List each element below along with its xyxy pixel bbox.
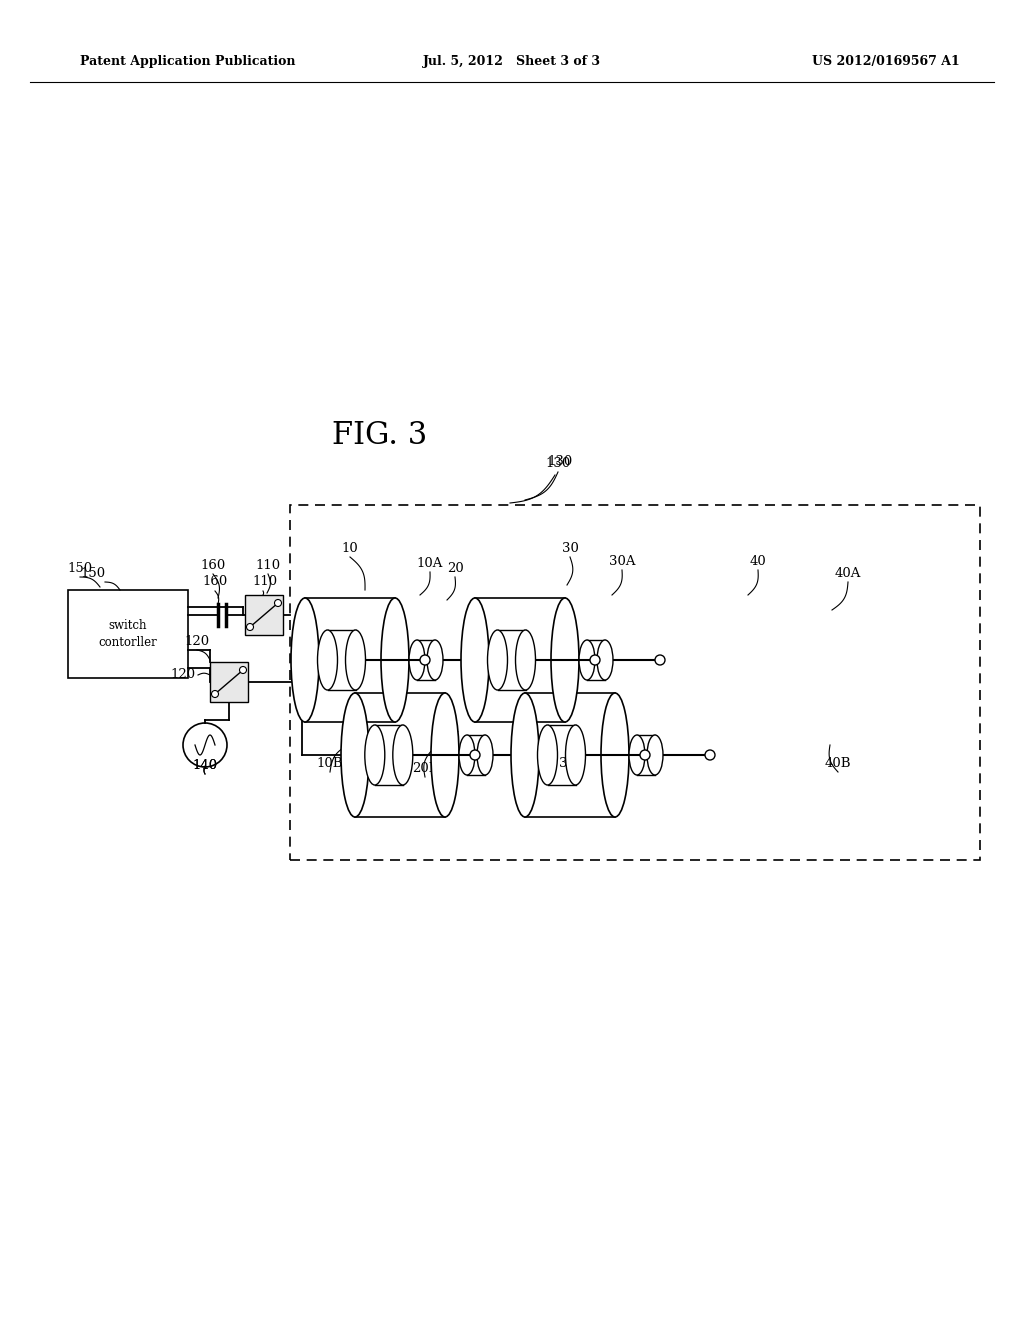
Text: 140: 140 — [193, 759, 217, 772]
Ellipse shape — [381, 598, 409, 722]
Circle shape — [240, 667, 247, 673]
Text: 40B: 40B — [824, 756, 851, 770]
Ellipse shape — [461, 598, 489, 722]
Text: 150: 150 — [68, 562, 92, 576]
Text: 120: 120 — [184, 635, 210, 648]
Circle shape — [640, 750, 650, 760]
Ellipse shape — [551, 598, 579, 722]
Text: 20: 20 — [446, 562, 464, 576]
Text: FIG. 3: FIG. 3 — [333, 420, 428, 450]
Circle shape — [212, 690, 218, 697]
Ellipse shape — [538, 725, 557, 785]
Text: Patent Application Publication: Patent Application Publication — [80, 55, 296, 69]
Text: 160: 160 — [201, 558, 225, 572]
Ellipse shape — [579, 640, 595, 680]
Text: 110: 110 — [253, 576, 278, 587]
Ellipse shape — [409, 640, 425, 680]
Text: 140: 140 — [193, 759, 217, 772]
Text: 20A: 20A — [432, 722, 458, 735]
Ellipse shape — [341, 693, 369, 817]
Text: 40A: 40A — [835, 568, 861, 579]
Ellipse shape — [629, 735, 645, 775]
Text: switch
contorller: switch contorller — [98, 619, 158, 649]
Text: 20B: 20B — [412, 762, 438, 775]
Text: 30: 30 — [561, 543, 579, 554]
Ellipse shape — [511, 693, 539, 817]
Ellipse shape — [365, 725, 385, 785]
Ellipse shape — [647, 735, 663, 775]
Bar — [210, 663, 248, 702]
Circle shape — [470, 750, 480, 760]
Ellipse shape — [317, 630, 338, 690]
Circle shape — [525, 750, 535, 760]
Ellipse shape — [291, 598, 319, 722]
Text: 30A: 30A — [608, 554, 635, 568]
Ellipse shape — [487, 630, 508, 690]
Ellipse shape — [601, 693, 629, 817]
Text: Jul. 5, 2012   Sheet 3 of 3: Jul. 5, 2012 Sheet 3 of 3 — [423, 55, 601, 69]
Text: 10: 10 — [342, 543, 358, 554]
Text: 10B: 10B — [316, 756, 343, 770]
Ellipse shape — [597, 640, 613, 680]
Bar — [245, 595, 283, 635]
Text: US 2012/0169567 A1: US 2012/0169567 A1 — [812, 55, 961, 69]
Text: 120: 120 — [171, 668, 196, 681]
Ellipse shape — [459, 735, 475, 775]
Text: 30B: 30B — [559, 756, 586, 770]
Text: 130: 130 — [548, 455, 572, 469]
Ellipse shape — [427, 640, 443, 680]
Text: 150: 150 — [80, 568, 105, 579]
Circle shape — [590, 655, 600, 665]
Ellipse shape — [477, 735, 493, 775]
Text: 130: 130 — [546, 457, 570, 470]
Text: 110: 110 — [255, 558, 281, 572]
Ellipse shape — [393, 725, 413, 785]
Ellipse shape — [515, 630, 536, 690]
Ellipse shape — [565, 725, 586, 785]
Text: 40: 40 — [750, 554, 766, 568]
Ellipse shape — [345, 630, 366, 690]
Circle shape — [475, 655, 485, 665]
Circle shape — [274, 599, 282, 606]
Circle shape — [420, 655, 430, 665]
Bar — [68, 590, 188, 678]
Circle shape — [655, 655, 665, 665]
Circle shape — [705, 750, 715, 760]
Text: 10A: 10A — [417, 557, 443, 570]
Ellipse shape — [431, 693, 459, 817]
Circle shape — [247, 623, 254, 631]
Text: 160: 160 — [203, 576, 227, 587]
